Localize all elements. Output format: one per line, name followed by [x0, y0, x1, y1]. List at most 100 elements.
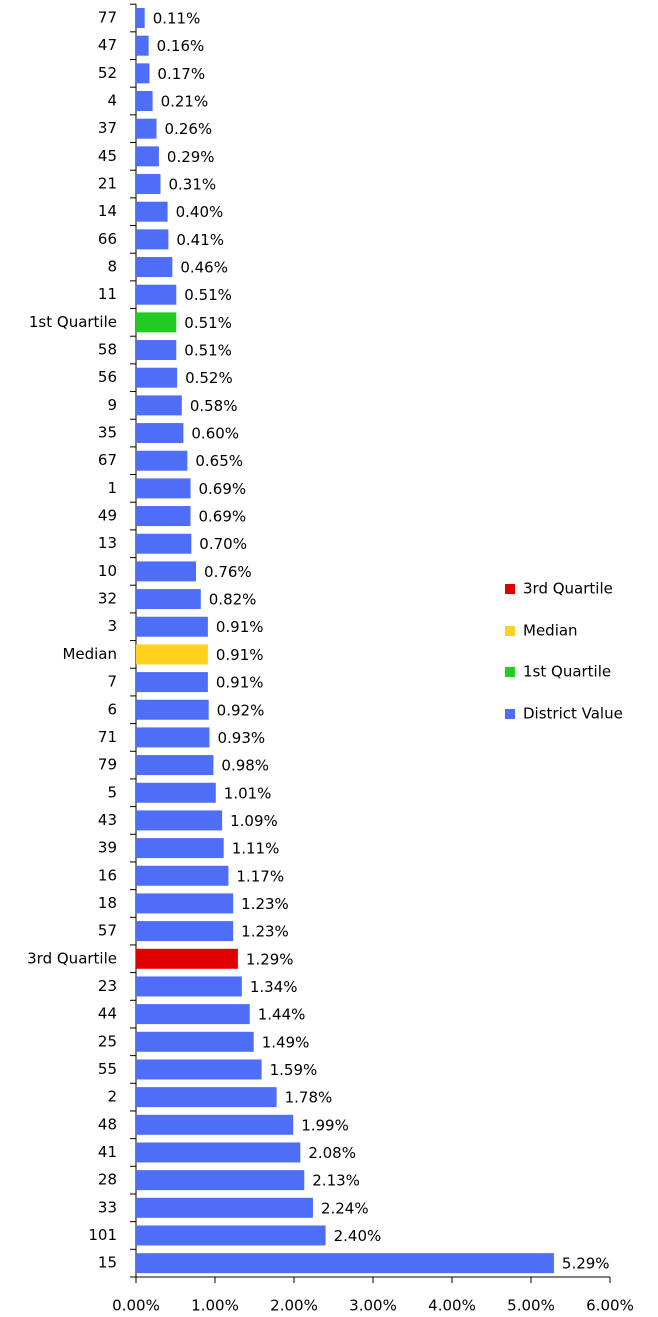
bar: [136, 8, 145, 28]
value-label: 0.40%: [176, 203, 224, 221]
legend-swatch: [505, 709, 515, 719]
value-label: 0.65%: [195, 452, 243, 470]
x-tick-label: 0.00%: [112, 1296, 160, 1314]
value-label: 0.46%: [180, 259, 228, 277]
bar: [136, 35, 149, 56]
value-label: 0.31%: [168, 176, 216, 194]
bar: [136, 1253, 554, 1274]
bar: [136, 921, 234, 942]
value-label: 0.91%: [216, 646, 264, 664]
bar: [136, 284, 177, 305]
value-label: 2.40%: [334, 1227, 382, 1245]
legend-label: Median: [523, 622, 578, 640]
category-label: 39: [98, 839, 117, 857]
bar: [136, 395, 182, 416]
legend-label: District Value: [523, 705, 623, 723]
value-label: 2.24%: [321, 1199, 369, 1217]
bar: [136, 229, 169, 250]
value-label: 0.51%: [184, 314, 232, 332]
value-label: 0.70%: [199, 535, 247, 553]
value-label: 1.23%: [241, 923, 289, 941]
value-label: 1.11%: [232, 840, 280, 858]
category-label: 5: [107, 783, 117, 801]
category-label: 44: [98, 1005, 117, 1023]
value-label: 0.26%: [165, 120, 213, 138]
category-label: 101: [88, 1226, 117, 1244]
value-label: 1.44%: [258, 1006, 306, 1024]
x-tick-label: 3.00%: [349, 1296, 397, 1314]
legend-swatch: [505, 626, 515, 636]
category-label: 48: [98, 1115, 117, 1133]
value-label: 1.99%: [301, 1116, 349, 1134]
x-tick-label: 6.00%: [586, 1296, 634, 1314]
value-label: 1.09%: [230, 812, 278, 830]
category-label: 8: [107, 258, 117, 276]
category-label: 37: [98, 119, 117, 137]
value-label: 0.51%: [184, 286, 232, 304]
value-label: 0.16%: [157, 37, 205, 55]
bar: [136, 91, 153, 112]
bar: [136, 1197, 313, 1218]
category-label: 3: [107, 617, 117, 635]
bar: [136, 1031, 254, 1052]
category-label: 67: [98, 451, 117, 469]
bar: [136, 174, 161, 195]
x-tick-label: 4.00%: [428, 1296, 476, 1314]
bar: [136, 63, 150, 84]
bar: [136, 755, 214, 776]
category-label: 11: [98, 285, 117, 303]
legend-label: 3rd Quartile: [523, 580, 613, 598]
category-label: 49: [98, 507, 117, 525]
value-label: 0.69%: [199, 480, 247, 498]
bar: [136, 672, 208, 693]
value-label: 0.58%: [190, 397, 238, 415]
bar: [136, 1225, 326, 1246]
bar: [136, 340, 177, 361]
value-label: 1.17%: [236, 867, 284, 885]
category-label: 28: [98, 1171, 117, 1189]
value-label: 0.52%: [185, 369, 233, 387]
value-label: 0.51%: [184, 342, 232, 360]
category-label: Median: [62, 645, 117, 663]
category-label: 58: [98, 341, 117, 359]
value-label: 5.29%: [562, 1255, 610, 1273]
category-label: 13: [98, 534, 117, 552]
bar: [136, 1170, 305, 1191]
category-label: 10: [98, 562, 117, 580]
value-label: 1.29%: [246, 950, 294, 968]
bar: [136, 478, 191, 499]
category-label: 16: [98, 866, 117, 884]
bar: [136, 865, 229, 886]
bar: [136, 118, 157, 139]
x-tick-label: 1.00%: [191, 1296, 239, 1314]
category-label: 3rd Quartile: [27, 949, 117, 967]
value-label: 1.34%: [250, 978, 298, 996]
category-label: 32: [98, 590, 117, 608]
category-label: 23: [98, 977, 117, 995]
category-label: 14: [98, 202, 117, 220]
category-label: 55: [98, 1060, 117, 1078]
x-tick-label: 5.00%: [507, 1296, 555, 1314]
category-label: 1st Quartile: [29, 313, 117, 331]
value-label: 0.41%: [176, 231, 224, 249]
value-label: 2.08%: [308, 1144, 356, 1162]
value-label: 1.78%: [285, 1089, 333, 1107]
category-label: 25: [98, 1032, 117, 1050]
category-label: 2: [107, 1088, 117, 1106]
bar: [136, 893, 234, 914]
bar: [136, 1142, 301, 1163]
bar: [136, 367, 178, 388]
bar: [136, 976, 242, 997]
value-label: 1.01%: [224, 784, 272, 802]
bar: [136, 450, 188, 471]
category-label: 66: [98, 230, 117, 248]
value-label: 1.49%: [262, 1033, 310, 1051]
value-label: 0.92%: [217, 701, 265, 719]
category-label: 15: [98, 1254, 117, 1272]
bar: [136, 589, 201, 610]
bar: [136, 201, 168, 222]
bar: [136, 1059, 262, 1080]
legend-swatch: [505, 584, 515, 594]
